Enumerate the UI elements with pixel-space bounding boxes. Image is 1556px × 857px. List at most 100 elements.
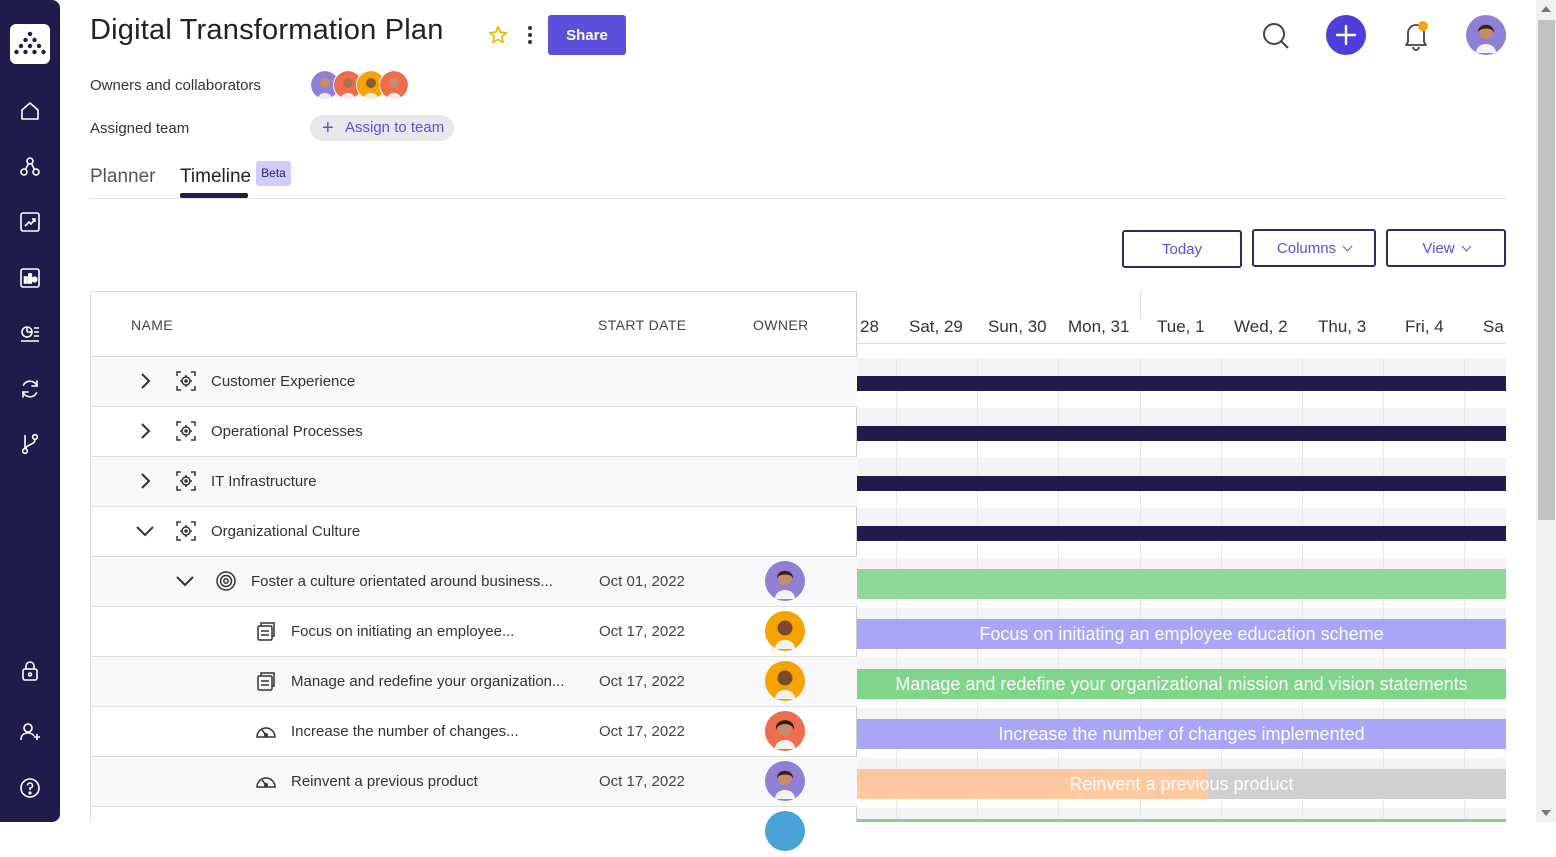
timeline-day-label: Sun, 30 <box>988 317 1047 336</box>
project-document-icon <box>257 672 275 691</box>
owner-avatar[interactable] <box>765 811 805 851</box>
owner-avatar[interactable] <box>765 611 805 651</box>
chevron-right-icon[interactable] <box>134 370 156 392</box>
objective-target-icon <box>176 471 196 491</box>
chevron-right-icon[interactable] <box>134 420 156 442</box>
row-name: Manage and redefine your organization... <box>291 673 565 690</box>
row-name: IT Infrastructure <box>211 473 317 490</box>
row-start-date: Oct 17, 2022 <box>599 623 685 640</box>
timeline-bar-mission-vision[interactable]: Manage and redefine your organizational … <box>857 669 1506 699</box>
column-header-owner[interactable]: OWNER <box>753 317 809 333</box>
row-name: Customer Experience <box>211 373 356 390</box>
favorite-star-icon[interactable] <box>487 24 509 46</box>
user-avatar[interactable] <box>1466 15 1506 55</box>
sync-icon[interactable] <box>18 377 42 401</box>
lock-icon[interactable] <box>18 659 42 683</box>
timeline-day-label: 28 <box>860 317 879 336</box>
add-user-icon[interactable] <box>18 720 42 744</box>
home-icon[interactable] <box>18 99 42 123</box>
timeline-bar-foster-culture[interactable] <box>857 569 1506 599</box>
page-title: Digital Transformation Plan <box>90 14 444 46</box>
owners-collaborators-label: Owners and collaborators <box>90 77 261 94</box>
reports-icon[interactable] <box>18 321 42 345</box>
timeline-day-label: Fri, 4 <box>1405 317 1444 336</box>
scrollbar-thumb[interactable] <box>1538 20 1555 520</box>
timeline-bar-organizational-culture[interactable] <box>857 526 1506 541</box>
chart-icon[interactable] <box>18 210 42 234</box>
table-row[interactable]: Operational Processes <box>91 407 857 457</box>
table-row[interactable]: Organizational Culture <box>91 507 857 557</box>
columns-dropdown[interactable]: Columns <box>1252 229 1376 267</box>
chevron-down-icon <box>1461 241 1472 251</box>
row-name: Reinvent a previous product <box>291 773 478 790</box>
timeline-day-label: Sat, 29 <box>909 317 963 336</box>
scroll-up-arrow-icon[interactable] <box>1541 6 1551 12</box>
today-button[interactable]: Today <box>1122 230 1242 268</box>
plus-icon <box>1335 24 1357 46</box>
timeline-bar-customer-experience[interactable] <box>857 376 1506 391</box>
row-stripe <box>857 458 1506 476</box>
row-name: Increase the number of changes... <box>291 723 519 740</box>
table-row[interactable]: Focus on initiating an employee... Oct 1… <box>91 607 857 657</box>
avatar <box>379 70 409 100</box>
row-stripe <box>857 508 1506 526</box>
collaborator-avatars[interactable] <box>310 70 410 100</box>
view-dropdown[interactable]: View <box>1386 229 1506 267</box>
timeline-day-label: Sa <box>1483 317 1504 336</box>
app-logo[interactable] <box>10 24 50 64</box>
table-row[interactable]: Reinvent a previous product Oct 17, 2022 <box>91 757 857 807</box>
share-button[interactable]: Share <box>548 15 626 55</box>
timeline-bar-increase-changes[interactable]: Increase the number of changes implement… <box>857 719 1506 749</box>
add-button[interactable] <box>1326 15 1366 55</box>
sidebar <box>0 0 60 822</box>
table-row[interactable]: Foster a culture orientated around busin… <box>91 557 857 607</box>
columns-label: Columns <box>1276 239 1337 257</box>
kpi-gauge-icon <box>256 777 276 788</box>
owner-avatar[interactable] <box>765 761 805 801</box>
table-row[interactable] <box>91 807 857 857</box>
plus-icon: + <box>322 117 334 139</box>
chevron-down-icon[interactable] <box>134 520 156 542</box>
row-name: Foster a culture orientated around busin… <box>251 573 553 590</box>
column-header-start-date[interactable]: START DATE <box>598 317 687 333</box>
search-icon[interactable] <box>1260 20 1292 52</box>
timeline-bar-it-infrastructure[interactable] <box>857 476 1506 491</box>
assign-to-team-button[interactable]: + Assign to team <box>310 115 454 141</box>
table-row[interactable]: Increase the number of changes... Oct 17… <box>91 707 857 757</box>
table-row[interactable]: IT Infrastructure <box>91 457 857 507</box>
column-header-name[interactable]: NAME <box>131 317 174 333</box>
chevron-down-icon[interactable] <box>174 570 196 592</box>
tabs-divider <box>90 198 1506 199</box>
tab-timeline[interactable]: Timeline <box>180 166 252 187</box>
row-name: Operational Processes <box>211 423 363 440</box>
timeline-bar-employee-education[interactable]: Focus on initiating an employee educatio… <box>857 619 1506 649</box>
timeline-bar-reinvent-product[interactable]: Reinvent a previous product <box>857 769 1506 799</box>
row-stripe <box>857 808 1506 822</box>
chevron-right-icon[interactable] <box>134 470 156 492</box>
plan-table: NAME START DATE OWNER Customer Experienc… <box>90 291 858 851</box>
logo-icon <box>14 31 46 55</box>
more-options-icon[interactable] <box>522 24 538 46</box>
owner-avatar[interactable] <box>765 561 805 601</box>
table-row[interactable]: Customer Experience <box>91 357 857 407</box>
owner-avatar[interactable] <box>765 711 805 751</box>
view-label: View <box>1422 239 1455 257</box>
branch-icon[interactable] <box>18 432 42 456</box>
dashboard-icon[interactable] <box>18 266 42 290</box>
row-name: Organizational Culture <box>211 523 361 540</box>
owner-avatar[interactable] <box>765 661 805 701</box>
help-icon[interactable] <box>18 776 42 800</box>
objective-target-icon <box>176 421 196 441</box>
today-label: Today <box>1161 240 1203 258</box>
hierarchy-icon[interactable] <box>18 155 42 179</box>
timeline-day-label: Wed, 2 <box>1234 317 1288 336</box>
timeline-bar-partial[interactable] <box>857 819 1506 822</box>
timeline-grid: 28 Sat, 29 Sun, 30 Mon, 31 Tue, 1 Wed, 2… <box>857 291 1506 822</box>
scroll-down-arrow-icon[interactable] <box>1541 810 1551 816</box>
assigned-team-label: Assigned team <box>90 120 190 137</box>
notification-dot <box>1418 21 1428 31</box>
notifications-bell-icon[interactable] <box>1400 18 1432 52</box>
tab-planner[interactable]: Planner <box>90 166 156 187</box>
timeline-bar-operational-processes[interactable] <box>857 426 1506 441</box>
table-row[interactable]: Manage and redefine your organization...… <box>91 657 857 707</box>
